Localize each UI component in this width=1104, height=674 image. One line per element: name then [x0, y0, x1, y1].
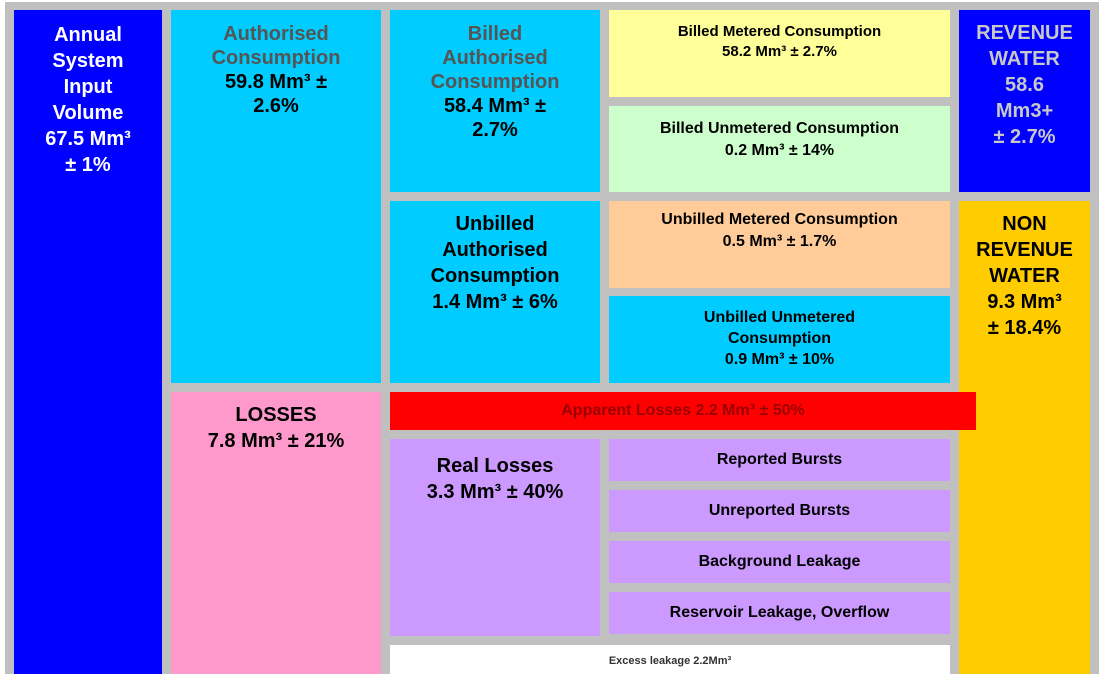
cell-title: System [52, 50, 124, 72]
cell-title: LOSSES [235, 404, 317, 426]
cell-title: REVENUE [976, 22, 1073, 44]
cell-value: 0.2 Mm³ ± 14% [724, 142, 835, 160]
cell-title: Background Leakage [698, 553, 861, 571]
balance-cell: Excess leakage 2.2Mm³ [390, 645, 950, 674]
balance-cell: Unbilled Unmetered Consumption 0.9 Mm³ ± 1… [609, 296, 950, 383]
cell-value: 2.7% [472, 119, 518, 141]
balance-cell: Background Leakage [609, 541, 950, 583]
cell-value: 58.4 Mm³ ± [443, 95, 547, 117]
cell-title: Consumption [211, 47, 341, 69]
cell-value: 7.8 Mm³ ± 21% [207, 430, 345, 452]
cell-value: ± 2.7% [993, 126, 1056, 148]
balance-cell: Reported Bursts [609, 439, 950, 481]
cell-value: 3.3 Mm³ ± 40% [426, 481, 564, 503]
cell-title: Consumption [430, 265, 560, 287]
cell-title: Consumption [430, 71, 560, 93]
cell-title: Annual [54, 24, 122, 46]
cell-title: Authorised [223, 23, 329, 45]
cell-value: 58.6 [1005, 74, 1044, 96]
cell-title: Authorised [442, 47, 548, 69]
cell-value: 67.5 Mm³ [45, 128, 131, 150]
cell-value: 9.3 Mm³ [987, 291, 1062, 313]
balance-cell: NON REVENUE WATER 9.3 Mm³ ± 18.4% [959, 201, 1090, 674]
balance-cell: REVENUE WATER 58.6 Mm3+ ± 2.7% [959, 10, 1090, 192]
cell-title: Reported Bursts [716, 451, 843, 469]
cell-value: Mm3+ [995, 100, 1054, 122]
balance-cell: Apparent Losses 2.2 Mm³ ± 50% [390, 392, 976, 430]
cell-title: Input [63, 76, 113, 98]
cell-title: Apparent Losses 2.2 Mm³ ± 50% [561, 402, 805, 420]
cell-value: 58.2 Mm³ ± 2.7% [722, 42, 837, 60]
cell-value: ± 18.4% [987, 317, 1062, 339]
cell-title: REVENUE [976, 239, 1073, 261]
cell-value: 1.4 Mm³ ± 6% [432, 291, 558, 313]
cell-title: WATER [989, 48, 1060, 70]
cell-title: Billed Unmetered Consumption [659, 120, 900, 137]
cell-title: Volume [52, 102, 124, 124]
balance-cell: Billed Authorised Consumption 58.4 Mm³ ±2.7… [390, 10, 600, 192]
cell-title: Authorised [442, 239, 548, 261]
balance-cell: Billed Unmetered Consumption 0.2 Mm³ ± 14… [609, 106, 950, 192]
cell-title: Unbilled Unmetered [703, 309, 856, 327]
cell-title: Unbilled [455, 213, 535, 235]
cell-title: Billed Metered Consumption [677, 23, 882, 40]
balance-cell: Reservoir Leakage, Overflow [609, 592, 950, 634]
balance-cell: Real Losses 3.3 Mm³ ± 40% [390, 439, 600, 636]
cell-title: NON [1002, 213, 1047, 235]
cell-title: WATER [989, 265, 1060, 287]
balance-cell: Annual System Input Volume 67.5 Mm³ ± 1% [14, 10, 162, 674]
water-balance: Annual System Input Volume 67.5 Mm³ ± 1% Autho… [5, 2, 1099, 674]
balance-cell: Unbilled Metered Consumption 0.5 Mm³ ± 1.… [609, 201, 950, 288]
cell-value: 2.6% [253, 95, 299, 117]
cell-value: 0.5 Mm³ ± 1.7% [722, 233, 837, 251]
cell-value: ± 1% [65, 154, 111, 176]
cell-title: Unbilled Metered Consumption [661, 211, 898, 228]
cell-title: Excess leakage 2.2Mm³ [608, 655, 732, 667]
balance-cell: LOSSES 7.8 Mm³ ± 21% [171, 392, 381, 674]
cell-title: Real Losses [436, 455, 554, 477]
balance-cell: Unbilled Authorised Consumption 1.4 Mm³ ± 6… [390, 201, 600, 383]
cell-title: Billed [467, 23, 523, 45]
balance-cell: Billed Metered Consumption 58.2 Mm³ ± 2.7… [609, 10, 950, 97]
cell-title: Unreported Bursts [708, 502, 851, 520]
cell-value: 59.8 Mm³ ± [224, 71, 328, 93]
balance-cell: Unreported Bursts [609, 490, 950, 532]
cell-value: 0.9 Mm³ ± 10% [724, 350, 835, 368]
cell-title: Consumption [727, 330, 832, 348]
cell-title: Reservoir Leakage, Overflow [669, 604, 890, 622]
balance-cell: Authorised Consumption 59.8 Mm³ ±2.6% [171, 10, 381, 383]
